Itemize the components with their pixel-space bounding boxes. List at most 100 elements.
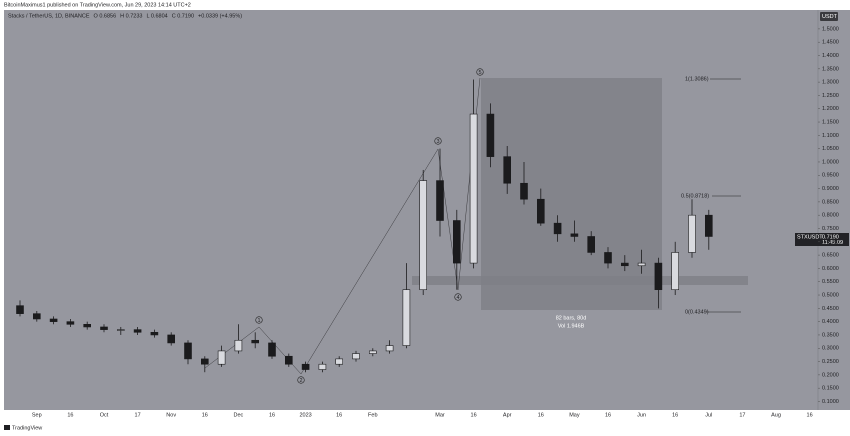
- candle-body: [83, 324, 91, 328]
- legend: Stacks / TetherUS, 1D, BINANCE O 0.6856 H …: [8, 13, 242, 19]
- y-tick-label: 1.3500: [822, 66, 839, 72]
- candle-body: [436, 180, 444, 221]
- candle-body: [671, 252, 680, 291]
- x-tick-label: 16: [202, 412, 208, 418]
- candle-body: [654, 262, 663, 291]
- y-tick-label: 1.2000: [822, 106, 839, 112]
- x-tick-label: 16: [269, 412, 275, 418]
- x-tick-label: Nov: [166, 412, 176, 418]
- candle-body: [469, 113, 478, 264]
- candle-body: [234, 339, 243, 352]
- candle-body: [553, 222, 562, 235]
- y-tick-label: 0.7500: [822, 226, 839, 232]
- candle-body: [503, 156, 512, 184]
- y-tick-label: 1.4500: [822, 40, 839, 46]
- candle-body: [301, 363, 310, 370]
- y-tick-label: 0.9000: [822, 186, 839, 192]
- wave-label: 5: [478, 70, 481, 76]
- wave-circle: [476, 68, 484, 76]
- legend-item: Stacks / TetherUS, 1D, BINANCE: [8, 13, 90, 19]
- x-tick-label: 16: [67, 412, 73, 418]
- candle-body: [486, 113, 495, 157]
- support-band: [412, 276, 748, 285]
- candle-body: [637, 262, 646, 267]
- wave-circle: [454, 293, 462, 301]
- wave-label: 4: [456, 295, 459, 301]
- candle-body: [368, 350, 377, 354]
- price-tag-symbol: STXUSDT: [797, 234, 823, 240]
- x-tick-label: 17: [739, 412, 745, 418]
- candle-body: [536, 198, 545, 224]
- x-tick-label: Dec: [234, 412, 244, 418]
- candle-body: [49, 318, 58, 322]
- candle-body: [251, 339, 259, 344]
- price-tag-countdown: 11:45:09: [822, 240, 843, 246]
- x-tick-label: 17: [135, 412, 141, 418]
- candle-body: [604, 252, 612, 264]
- legend-item: O 0.6856: [94, 13, 117, 19]
- legend-item: H 0.7233: [120, 13, 142, 19]
- x-tick-label: 16: [336, 412, 342, 418]
- price-tag: [795, 233, 849, 246]
- candle-body: [16, 305, 24, 314]
- y-tick-label: 1.5000: [822, 26, 839, 32]
- x-tick-label: Oct: [100, 412, 109, 418]
- candle-body: [217, 350, 226, 365]
- candle-body: [385, 345, 394, 352]
- y-tick-label: 0.6000: [822, 266, 839, 272]
- x-tick-label: Jul: [705, 412, 712, 418]
- x-tick-label: 2023: [299, 412, 311, 418]
- x-tick-label: 16: [672, 412, 678, 418]
- currency-box: [820, 12, 838, 21]
- legend-item: +0.0339 (+4.95%): [198, 13, 242, 19]
- y-tick-label: 0.7000: [822, 239, 839, 245]
- brand: TradingView: [12, 425, 42, 431]
- wave-label: 1: [257, 318, 260, 324]
- candle-body: [117, 329, 125, 331]
- y-tick-label: 0.3500: [822, 332, 839, 338]
- range-volume: Vol 1.946B: [558, 323, 585, 329]
- y-tick-label: 0.2500: [822, 359, 839, 365]
- legend-item: L 0.6804: [146, 13, 167, 19]
- x-tick-label: Aug: [771, 412, 781, 418]
- candle-body: [150, 331, 159, 336]
- candle-body: [284, 355, 293, 365]
- candle-body: [402, 289, 411, 346]
- candle-body: [184, 342, 192, 360]
- y-tick-label: 0.1500: [822, 386, 839, 392]
- y-tick-label: 0.2000: [822, 372, 839, 378]
- x-tick-label: Apr: [503, 412, 512, 418]
- y-tick-label: 0.6500: [822, 253, 839, 259]
- candle-body: [318, 363, 327, 370]
- x-tick-label: 16: [538, 412, 544, 418]
- x-tick-label: May: [569, 412, 580, 418]
- price-tag-value: 0.7190: [822, 234, 839, 240]
- x-tick-label: 16: [605, 412, 611, 418]
- fib-label: 0(0.4349): [685, 309, 709, 315]
- x-tick-label: Sep: [32, 412, 42, 418]
- wave-circle: [255, 316, 263, 324]
- wave-circle: [297, 376, 305, 384]
- candle-body: [620, 262, 629, 267]
- range-box: [481, 78, 662, 310]
- wave-label: 3: [436, 139, 439, 145]
- candle-body: [704, 214, 713, 237]
- y-tick-label: 0.8500: [822, 199, 839, 205]
- y-tick-label: 0.3000: [822, 346, 839, 352]
- candle-body: [587, 236, 596, 253]
- y-tick-label: 0.5000: [822, 292, 839, 298]
- fib-label: 1(1.3086): [685, 76, 709, 82]
- y-tick-label: 0.9500: [822, 173, 839, 179]
- fib-label: 0.5(0.8718): [681, 193, 709, 199]
- candle-body: [688, 214, 696, 253]
- x-tick-label: 16: [471, 412, 477, 418]
- candle-body: [32, 313, 41, 320]
- y-tick-label: 0.4000: [822, 319, 839, 325]
- wave-label: 2: [299, 378, 302, 384]
- candle-body: [167, 334, 175, 344]
- legend-item: C 0.7190: [172, 13, 194, 19]
- y-tick-label: 1.2500: [822, 93, 839, 99]
- candle-body: [100, 326, 108, 330]
- wave-circle: [434, 137, 442, 145]
